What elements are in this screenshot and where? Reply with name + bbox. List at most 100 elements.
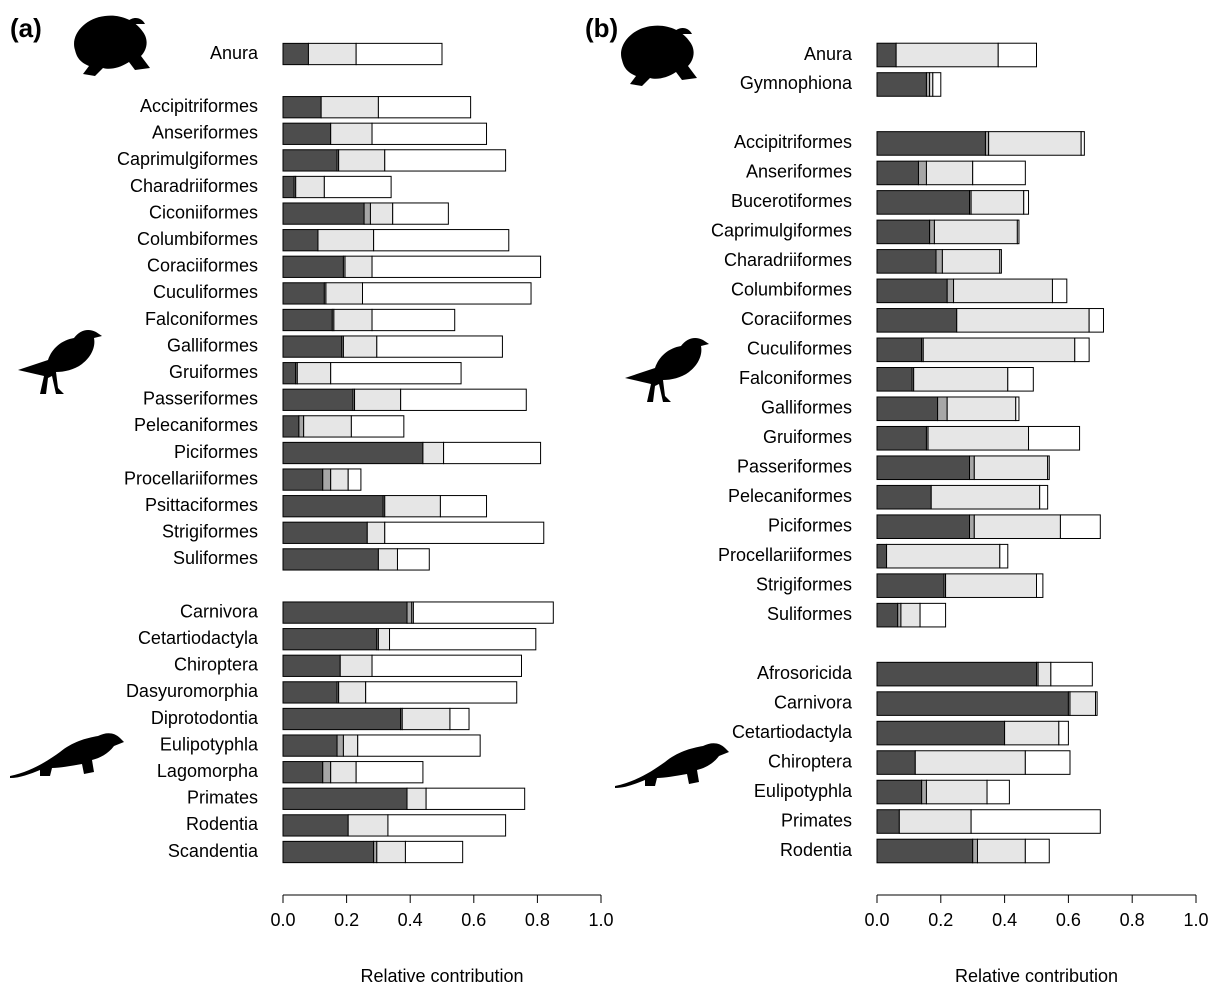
bar-segment	[930, 220, 935, 244]
bar-segment	[920, 603, 946, 627]
category-label: Anura	[210, 43, 259, 63]
bar-segment	[283, 123, 331, 144]
bar-segment	[998, 43, 1036, 67]
bar-segment	[971, 810, 1100, 834]
bar-segment	[304, 416, 352, 437]
bar-segment	[283, 283, 324, 304]
bar-segment	[334, 309, 372, 330]
bar-segment	[1089, 309, 1103, 333]
category-label: Strigiformes	[162, 522, 258, 542]
bar-segment	[1070, 692, 1096, 716]
bar-segment	[1008, 368, 1034, 392]
category-label: Coraciiformes	[147, 256, 258, 276]
bar-segment	[877, 692, 1068, 716]
bar-segment	[366, 682, 517, 703]
bar-segment	[378, 629, 389, 650]
bar-segment	[283, 150, 337, 171]
bar-segment	[877, 191, 970, 215]
bar-segment	[283, 549, 378, 570]
bar-segment	[1025, 839, 1049, 863]
category-label: Eulipotyphla	[160, 734, 259, 754]
bar-segment	[877, 721, 1005, 745]
bar-segment	[1096, 692, 1098, 716]
bar-segment	[877, 485, 931, 509]
panel-label: (a)	[10, 13, 42, 43]
bar-segment	[323, 762, 331, 783]
category-label: Passeriformes	[737, 456, 852, 476]
bar-segment	[1024, 191, 1029, 215]
category-label: Galliformes	[761, 398, 852, 418]
bar-segment	[1000, 250, 1002, 274]
bar-segment	[973, 839, 978, 863]
bar-segment	[931, 485, 1039, 509]
category-label: Carnivora	[180, 601, 259, 621]
bar-segment	[928, 426, 1028, 450]
bar-segment	[423, 442, 444, 463]
bar-segment	[1029, 426, 1080, 450]
bar-segment	[877, 810, 899, 834]
x-tick-label: 0.8	[525, 910, 550, 930]
x-tick-label: 0.2	[334, 910, 359, 930]
bar-segment	[933, 73, 941, 97]
bar-segment	[877, 368, 912, 392]
category-label: Gruiformes	[169, 362, 258, 382]
bar-segment	[283, 708, 401, 729]
bar-segment	[1048, 456, 1050, 480]
category-label: Accipitriformes	[734, 132, 852, 152]
bar-segment	[877, 338, 922, 362]
bar-segment	[297, 363, 330, 384]
category-label: Anseriformes	[746, 162, 852, 182]
category-label: Passeriformes	[143, 389, 258, 409]
x-axis-title: Relative contribution	[360, 966, 523, 986]
bar-segment	[377, 841, 406, 862]
category-label: Columbiformes	[731, 280, 852, 300]
bar-segment	[407, 788, 426, 809]
bar-segment	[877, 515, 970, 539]
category-label: Eulipotyphla	[754, 781, 853, 801]
bar-segment	[385, 150, 506, 171]
bar-segment	[283, 655, 340, 676]
bar-segment	[922, 780, 927, 804]
category-label: Galliformes	[167, 335, 258, 355]
bar-segment	[397, 549, 429, 570]
bar-segment	[296, 176, 325, 197]
bar-segment	[283, 309, 332, 330]
bar-segment	[351, 416, 403, 437]
bar-segment	[877, 751, 915, 775]
bar-segment	[1059, 721, 1069, 745]
bar-segment	[877, 839, 973, 863]
bar-segment	[283, 496, 383, 517]
bar-segment	[370, 203, 392, 224]
bar-segment	[974, 515, 1060, 539]
bar-segment	[308, 43, 356, 64]
bar-segment	[1075, 338, 1089, 362]
bar-segment	[331, 762, 356, 783]
bar-segment	[283, 363, 296, 384]
bar-segment	[946, 574, 1037, 598]
bar-segment	[934, 220, 1017, 244]
category-label: Procellariiformes	[718, 545, 852, 565]
category-label: Piciformes	[174, 442, 258, 462]
bar-segment	[378, 97, 470, 118]
bar-segment	[299, 416, 304, 437]
bar-segment	[1051, 662, 1092, 686]
bar-segment	[926, 161, 972, 185]
bar-segment	[283, 416, 299, 437]
bar-segment	[372, 655, 521, 676]
x-axis-title: Relative contribution	[955, 966, 1118, 986]
bar-segment	[887, 544, 1000, 568]
bar-segment	[1000, 544, 1008, 568]
bar-segment	[283, 522, 367, 543]
bar-segment	[970, 515, 975, 539]
category-label: Charadriiformes	[724, 250, 852, 270]
category-label: Cuculiformes	[153, 282, 258, 302]
x-tick-label: 0.6	[461, 910, 486, 930]
bar-segment	[923, 338, 1075, 362]
bar-segment	[877, 397, 938, 421]
bar-segment	[877, 544, 887, 568]
bar-segment	[356, 43, 442, 64]
bar-segment	[324, 176, 391, 197]
bar-segment	[440, 496, 486, 517]
bar-segment	[283, 336, 342, 357]
category-label: Procellariiformes	[124, 468, 258, 488]
